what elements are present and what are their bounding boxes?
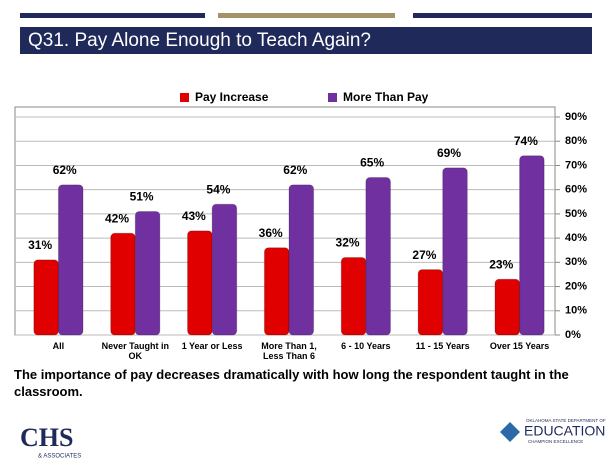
bar bbox=[365, 177, 391, 336]
top-bar bbox=[413, 13, 592, 18]
bar bbox=[519, 155, 545, 336]
data-label: 51% bbox=[130, 190, 154, 204]
data-label: 27% bbox=[412, 248, 436, 262]
top-bar bbox=[218, 13, 395, 18]
y-tick-label: 80% bbox=[565, 135, 587, 147]
x-tick-label: 6 - 10 Years bbox=[341, 341, 391, 351]
bar bbox=[33, 259, 59, 336]
bar bbox=[110, 232, 136, 336]
logo-right-icon bbox=[500, 422, 520, 442]
x-tick-label: Never Taught in OK bbox=[101, 341, 169, 361]
data-label: 42% bbox=[105, 211, 129, 225]
y-tick-label: 20% bbox=[565, 280, 587, 292]
y-tick-label: 40% bbox=[565, 232, 587, 244]
bar bbox=[494, 278, 521, 336]
logo-left-sub: & ASSOCIATES bbox=[38, 454, 81, 460]
x-tick-label: Over 15 Years bbox=[489, 341, 550, 351]
title-box bbox=[20, 27, 592, 54]
data-label: 31% bbox=[28, 238, 52, 252]
data-label: 69% bbox=[437, 146, 461, 160]
bar bbox=[340, 256, 367, 336]
logo-left: CHS bbox=[20, 423, 73, 452]
logo-right-sub: CHAMPION EXCELLENCE bbox=[528, 439, 583, 444]
data-label: 62% bbox=[53, 163, 77, 177]
top-bar bbox=[20, 13, 205, 18]
data-label: 62% bbox=[283, 163, 307, 177]
y-tick-label: 70% bbox=[565, 159, 587, 171]
bar bbox=[187, 230, 213, 336]
data-label: 23% bbox=[489, 257, 513, 271]
y-tick-label: 30% bbox=[565, 256, 587, 268]
y-tick-label: 60% bbox=[565, 184, 587, 196]
bar bbox=[57, 184, 84, 336]
data-label: 54% bbox=[206, 182, 230, 196]
x-tick-label: More Than 1, Less Than 6 bbox=[261, 341, 317, 361]
bar bbox=[134, 210, 161, 336]
x-tick-label: 1 Year or Less bbox=[181, 341, 243, 351]
bar bbox=[263, 247, 290, 336]
data-label: 32% bbox=[336, 236, 360, 250]
logo-right: EDUCATION bbox=[524, 423, 605, 439]
data-label: 65% bbox=[360, 156, 384, 170]
data-label: 43% bbox=[182, 209, 206, 223]
x-tick-label: 11 - 15 Years bbox=[415, 341, 470, 351]
data-label: 74% bbox=[514, 134, 538, 148]
legend-label: Pay Increase bbox=[195, 90, 269, 104]
y-tick-label: 0% bbox=[565, 329, 581, 341]
bar bbox=[211, 203, 238, 336]
bar bbox=[417, 269, 444, 336]
legend-label: More Than Pay bbox=[343, 90, 429, 104]
y-tick-label: 10% bbox=[565, 305, 587, 317]
legend-swatch bbox=[328, 93, 337, 102]
logo-right-top: OKLAHOMA STATE DEPARTMENT OF bbox=[526, 418, 606, 423]
annotation: The importance of pay decreases dramatic… bbox=[14, 367, 569, 399]
chart-title: Q31. Pay Alone Enough to Teach Again? bbox=[28, 30, 371, 51]
x-tick-label: All bbox=[52, 341, 65, 351]
bar bbox=[288, 184, 315, 336]
y-tick-label: 50% bbox=[565, 208, 587, 220]
bar bbox=[442, 167, 468, 336]
legend-swatch bbox=[180, 93, 189, 102]
y-tick-label: 90% bbox=[565, 111, 587, 123]
data-label: 36% bbox=[259, 226, 283, 240]
